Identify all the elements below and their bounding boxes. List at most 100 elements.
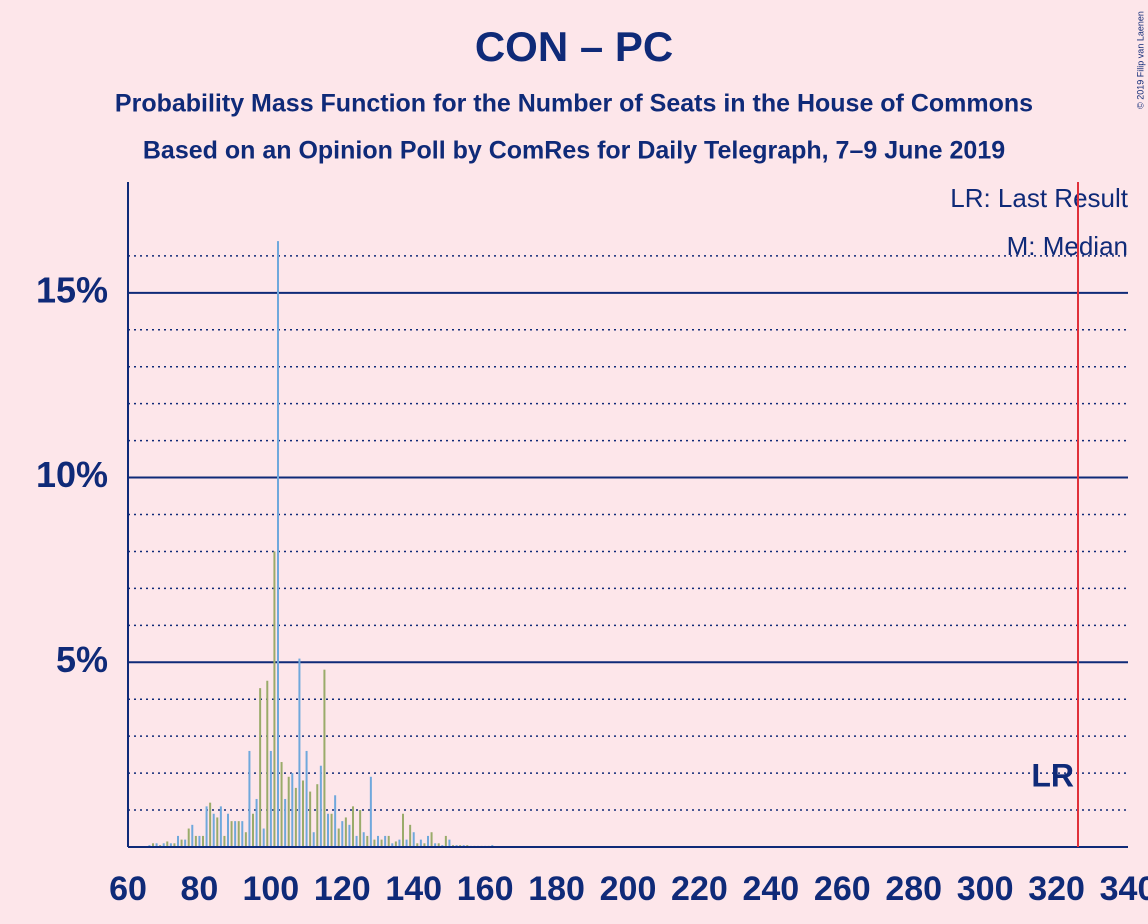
bar [205, 806, 208, 847]
bar [387, 835, 390, 847]
last-result-label: LR [1031, 757, 1074, 793]
bar [184, 839, 187, 847]
bar [419, 839, 422, 847]
bar [223, 835, 226, 847]
legend-entry: LR: Last Result [950, 183, 1129, 213]
bar [280, 762, 283, 847]
x-tick-label: 100 [242, 870, 299, 908]
bar [255, 798, 258, 847]
bar [337, 828, 340, 847]
bar [198, 835, 201, 847]
bar [316, 784, 319, 847]
legend-entry: M: Median [1007, 231, 1128, 261]
bar [319, 765, 322, 847]
chart-subtitle: Based on an Opinion Poll by ComRes for D… [143, 137, 1005, 165]
bar [327, 813, 329, 847]
bar [302, 780, 304, 847]
bar [177, 835, 179, 847]
bar [391, 843, 394, 847]
x-tick-label: 200 [600, 870, 657, 908]
x-tick-label: 320 [1028, 870, 1085, 908]
bar [191, 824, 194, 847]
bar [341, 821, 344, 847]
bar [180, 839, 183, 847]
bar [212, 813, 215, 847]
bar [194, 835, 197, 847]
bar [412, 832, 415, 847]
bar [323, 669, 326, 847]
x-tick-label: 300 [957, 870, 1014, 908]
x-tick-label: 240 [742, 870, 799, 908]
bar [312, 832, 315, 847]
x-tick-label: 180 [528, 870, 585, 908]
bar [448, 839, 451, 847]
bar [248, 750, 251, 847]
bar [266, 680, 269, 847]
bar [359, 810, 362, 847]
bar [269, 750, 272, 847]
bar [234, 821, 237, 847]
x-tick-label: 220 [671, 870, 728, 908]
bar [334, 795, 337, 847]
bar [262, 828, 265, 847]
y-tick-label: 5% [56, 639, 108, 680]
bar [259, 688, 262, 847]
bar [227, 813, 229, 847]
x-tick-label: 280 [885, 870, 942, 908]
bar [237, 821, 240, 847]
bar [169, 843, 172, 847]
bar [348, 824, 351, 847]
bar [216, 817, 219, 847]
bar [244, 832, 247, 847]
bar [152, 843, 154, 847]
bar [209, 802, 212, 847]
x-tick-label: 140 [385, 870, 442, 908]
x-tick-label: 260 [814, 870, 871, 908]
x-tick-label: 160 [457, 870, 514, 908]
bar [377, 835, 379, 847]
bar [155, 843, 158, 847]
bar [384, 835, 387, 847]
bar [380, 839, 383, 847]
bar [277, 241, 279, 848]
bar [287, 776, 290, 847]
bar [273, 551, 276, 847]
bar [437, 843, 440, 847]
bar [252, 813, 254, 847]
bar [373, 839, 376, 847]
bar [173, 843, 176, 847]
chart-subtitle: Probability Mass Function for the Number… [115, 90, 1033, 118]
bar [162, 843, 165, 847]
bar [366, 835, 369, 847]
bar [416, 843, 419, 847]
chart-title: CON – PC [475, 23, 673, 70]
bar [166, 841, 169, 847]
bar [394, 841, 397, 847]
copyright: © 2019 Filip van Laenen [1135, 11, 1145, 109]
bar [284, 798, 287, 847]
bar [434, 843, 437, 847]
bar [241, 821, 244, 847]
bar [362, 832, 365, 847]
bar [409, 824, 412, 847]
bar [219, 806, 222, 847]
bar [369, 776, 372, 847]
y-tick-label: 10% [36, 454, 108, 495]
bar [230, 821, 233, 847]
x-tick-label: 340 [1100, 870, 1148, 908]
bar [355, 835, 358, 847]
bar [344, 817, 347, 847]
bar [309, 791, 312, 847]
bar [402, 813, 404, 847]
bar [330, 813, 333, 847]
x-tick-label: 120 [314, 870, 371, 908]
bar [398, 839, 401, 847]
x-tick-label: 60 [109, 870, 147, 908]
bar [405, 839, 408, 847]
bar [427, 835, 429, 847]
x-tick-label: 80 [181, 870, 219, 908]
bar [291, 773, 294, 847]
bar [444, 835, 447, 847]
